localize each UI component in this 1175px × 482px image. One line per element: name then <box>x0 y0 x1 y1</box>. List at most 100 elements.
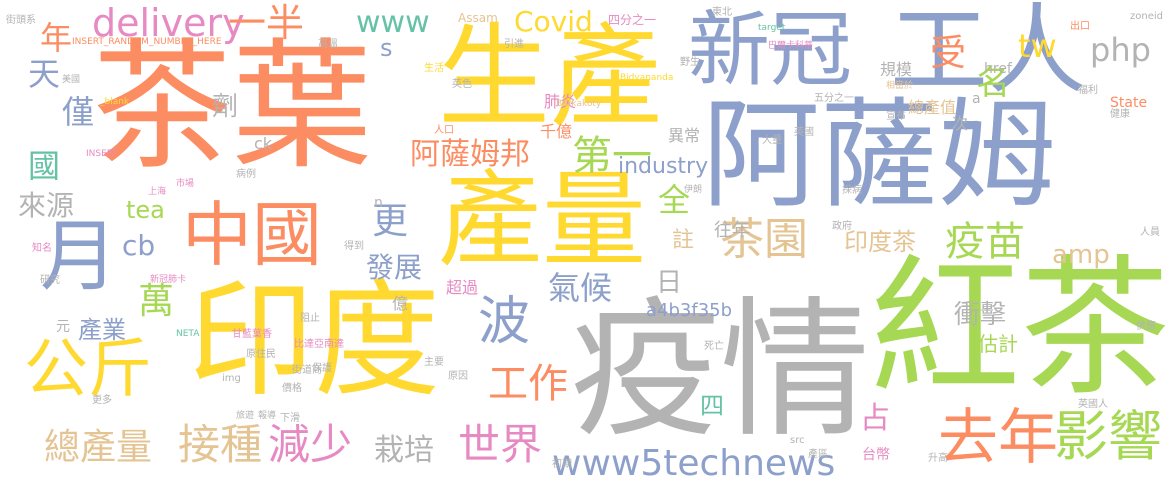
cloud-word: 公斤 <box>24 333 152 407</box>
cloud-word: amp <box>1052 240 1110 270</box>
cloud-word: 發展 <box>366 251 423 284</box>
cloud-word: 年 <box>40 19 73 57</box>
cloud-word: 巴爾卡科蒂 <box>768 41 814 51</box>
cloud-word: s <box>380 34 393 62</box>
cloud-word: 接種 <box>178 420 263 469</box>
cloud-word: 新冠肺卡 <box>150 275 187 285</box>
cloud-word: 出口 <box>1070 21 1090 32</box>
cloud-word: ck <box>254 134 273 153</box>
cloud-word: _blank <box>100 97 130 107</box>
cloud-word: 初期 <box>552 459 572 470</box>
cloud-word: 中國 <box>182 194 322 276</box>
cloud-word: Bidyananda <box>620 73 674 83</box>
cloud-word: 人員 <box>1140 227 1160 238</box>
cloud-word: 總產值 <box>908 98 957 117</box>
cloud-word: 產區 <box>808 449 828 460</box>
cloud-word: 氣候 <box>548 269 613 307</box>
cloud-word: n <box>374 195 383 211</box>
cloud-word: 次 <box>952 114 969 133</box>
cloud-word: www5technews <box>552 443 836 482</box>
cloud-word: 註 <box>672 228 695 253</box>
cloud-word: 工人 <box>890 0 1087 108</box>
cloud-word: 報導 <box>258 411 277 421</box>
cloud-word: 阿薩姆 <box>702 86 1057 224</box>
cloud-word: 印度茶 <box>844 228 916 256</box>
cloud-word: 大量 <box>762 135 782 146</box>
cloud-word: href <box>984 61 1012 77</box>
cloud-word: INSERT <box>86 149 118 159</box>
cloud-word: INSERT_RANDOM_NUMBER_HERE <box>72 37 222 47</box>
cloud-word: src <box>790 435 805 446</box>
cloud-word: 東北 <box>712 7 732 18</box>
cloud-word: 病例 <box>236 169 256 180</box>
cloud-word: 肺炎 <box>544 92 577 111</box>
cloud-word: 政府 <box>832 221 852 232</box>
cloud-word: 超過 <box>446 278 479 297</box>
cloud-word: 茶葉 <box>92 26 373 189</box>
cloud-word: 原因 <box>448 371 468 382</box>
cloud-word: Barkakoty <box>556 99 602 109</box>
cloud-word: State <box>1110 95 1148 111</box>
cloud-word: 知名 <box>32 243 52 254</box>
cloud-word: 保護 <box>312 363 332 374</box>
cloud-word: 衝擊 <box>954 300 1007 330</box>
cloud-word: a4b3f35b <box>646 300 733 321</box>
cloud-word: delivery <box>92 1 245 45</box>
cloud-word: 更 <box>372 201 409 242</box>
cloud-word: 阿薩姆邦 <box>410 137 530 172</box>
cloud-word: 福利 <box>1078 85 1098 96</box>
cloud-word: 世界 <box>458 420 543 469</box>
cloud-word: 原住民 <box>246 349 276 360</box>
cloud-word: 茶園 <box>720 214 808 265</box>
cloud-word: 健康 <box>1110 109 1130 120</box>
cloud-word: 生活 <box>424 63 444 74</box>
cloud-word: 元 <box>56 319 70 335</box>
cloud-word: 千億 <box>540 122 573 141</box>
cloud-word: 萬 <box>138 281 175 322</box>
cloud-word: 劑 <box>212 92 239 122</box>
cloud-word: 日 <box>656 268 683 298</box>
cloud-word: 異常 <box>668 126 701 145</box>
cloud-word: 野生 <box>680 57 700 68</box>
cloud-word: 產量 <box>438 159 647 281</box>
cloud-word: 影響 <box>1054 405 1162 468</box>
cloud-word: 探病 <box>842 185 862 196</box>
cloud-word: 市場 <box>176 179 195 189</box>
cloud-word: cb <box>122 229 156 262</box>
cloud-word: 英國人 <box>1078 399 1108 410</box>
cloud-word: 更多 <box>92 395 112 406</box>
cloud-word: 英色 <box>452 79 472 90</box>
cloud-word: php <box>1090 31 1151 69</box>
cloud-word: 旅遊 <box>236 411 255 421</box>
cloud-word: 僅 <box>62 93 95 131</box>
cloud-word: 四 <box>700 392 724 420</box>
cloud-word: 宣布 <box>886 111 906 122</box>
cloud-word: target <box>758 23 786 33</box>
cloud-word: 一半 <box>228 1 305 45</box>
cloud-word: 第一 <box>572 133 652 179</box>
cloud-word: 減少 <box>268 420 353 469</box>
cloud-word: 下滑 <box>280 413 300 424</box>
cloud-word: 受 <box>930 33 967 74</box>
cloud-word: 阻止 <box>300 313 320 324</box>
cloud-word: 總產量 <box>44 427 153 468</box>
cloud-word: 疫情 <box>570 284 871 458</box>
cloud-word: 波 <box>478 292 531 352</box>
cloud-word: 去年 <box>938 403 1058 473</box>
cloud-word: 相當於 <box>886 81 914 91</box>
cloud-word: Covid <box>514 5 593 38</box>
cloud-word: 比達亞南達 <box>294 339 344 350</box>
cloud-word: tw <box>1018 27 1057 65</box>
cloud-word: 產業 <box>78 316 126 344</box>
cloud-word: 規模 <box>880 60 913 79</box>
cloud-word: 引進 <box>504 39 524 50</box>
cloud-word: 疫苗 <box>945 219 1025 265</box>
cloud-word: 上海 <box>148 187 167 197</box>
cloud-word: 得到 <box>344 241 364 252</box>
cloud-word: 紅茶 <box>870 242 1171 416</box>
cloud-word: 新冠 <box>688 3 853 98</box>
cloud-word: 估計 <box>978 332 1018 356</box>
cloud-word: zoneid <box>1130 11 1163 22</box>
cloud-word: 死亡 <box>704 341 724 352</box>
